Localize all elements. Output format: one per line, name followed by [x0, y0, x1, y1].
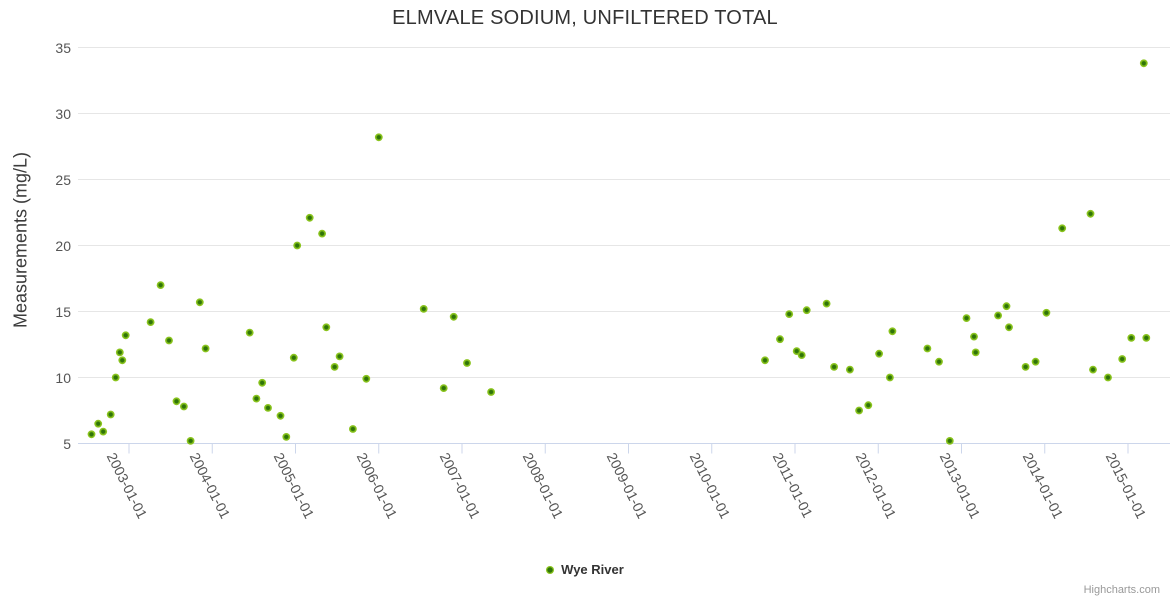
highcharts-credits-link[interactable]: Highcharts.com: [1083, 584, 1160, 596]
y-axis-tick-label: 25: [55, 171, 71, 188]
data-point[interactable]: [322, 323, 331, 332]
y-axis-tick-label: 15: [55, 303, 71, 320]
data-point[interactable]: [1002, 302, 1011, 311]
data-point[interactable]: [258, 378, 267, 387]
scatter-points: [87, 59, 1151, 445]
data-point[interactable]: [970, 332, 978, 341]
chart-title: ELMVALE SODIUM, UNFILTERED TOTAL: [392, 7, 778, 29]
data-point[interactable]: [264, 404, 272, 412]
data-point[interactable]: [111, 373, 120, 382]
data-point[interactable]: [1021, 363, 1030, 371]
data-point[interactable]: [156, 281, 165, 289]
data-point[interactable]: [864, 401, 873, 410]
data-point[interactable]: [335, 352, 344, 361]
data-point[interactable]: [245, 328, 254, 337]
legend-marker-icon: [546, 565, 555, 574]
data-point[interactable]: [802, 306, 811, 315]
data-point[interactable]: [463, 359, 471, 367]
data-point[interactable]: [875, 349, 883, 358]
data-point[interactable]: [888, 327, 897, 336]
legend-item-label: Wye River: [561, 562, 624, 577]
data-point[interactable]: [252, 394, 261, 403]
data-point[interactable]: [1086, 209, 1095, 218]
data-point[interactable]: [761, 356, 769, 365]
data-point[interactable]: [439, 384, 448, 392]
data-point[interactable]: [1127, 334, 1136, 342]
data-point[interactable]: [118, 356, 127, 365]
data-point[interactable]: [318, 229, 326, 238]
y-axis-tick-label: 35: [55, 39, 71, 56]
data-point[interactable]: [1058, 224, 1067, 233]
data-point[interactable]: [945, 437, 954, 445]
data-point[interactable]: [172, 397, 181, 406]
legend-item-wye-river[interactable]: Wye River: [546, 562, 624, 577]
data-point[interactable]: [87, 430, 96, 439]
data-point[interactable]: [776, 335, 784, 344]
data-point[interactable]: [822, 299, 831, 308]
data-point[interactable]: [830, 363, 838, 371]
data-point[interactable]: [994, 311, 1002, 320]
y-axis-tick-label: 10: [55, 369, 71, 386]
data-point[interactable]: [1042, 308, 1051, 317]
data-point[interactable]: [449, 312, 458, 321]
data-point[interactable]: [362, 374, 371, 383]
data-point[interactable]: [195, 298, 204, 307]
x-axis-line: [78, 443, 1170, 454]
data-point[interactable]: [797, 351, 806, 359]
data-point[interactable]: [1005, 323, 1013, 332]
data-point[interactable]: [146, 318, 155, 326]
data-point[interactable]: [1142, 334, 1151, 342]
data-point[interactable]: [165, 336, 173, 345]
data-point[interactable]: [487, 388, 495, 396]
data-point[interactable]: [99, 427, 108, 436]
data-point[interactable]: [886, 373, 894, 382]
data-point[interactable]: [971, 348, 980, 357]
data-point[interactable]: [962, 314, 971, 322]
data-point[interactable]: [276, 411, 285, 420]
data-point[interactable]: [115, 348, 124, 357]
data-point[interactable]: [106, 410, 115, 419]
data-point[interactable]: [330, 363, 339, 371]
data-point[interactable]: [180, 402, 188, 411]
legend: Wye River: [0, 562, 1170, 577]
data-point[interactable]: [1118, 355, 1127, 363]
data-point[interactable]: [935, 357, 943, 366]
data-point[interactable]: [846, 365, 854, 374]
data-point[interactable]: [305, 213, 314, 222]
data-point[interactable]: [1031, 357, 1040, 366]
grid-lines: [78, 47, 1170, 444]
data-point[interactable]: [349, 425, 357, 433]
data-point[interactable]: [121, 331, 130, 340]
data-point[interactable]: [94, 419, 103, 428]
y-axis-tick-label: 30: [55, 105, 71, 122]
data-point[interactable]: [289, 353, 298, 362]
data-point[interactable]: [855, 406, 863, 415]
data-point[interactable]: [785, 310, 794, 318]
y-axis-tick-label: 5: [63, 435, 71, 452]
data-point[interactable]: [1104, 373, 1112, 382]
y-axis-tick-label: 20: [55, 237, 71, 254]
data-point[interactable]: [1089, 365, 1097, 374]
data-point[interactable]: [1139, 59, 1148, 68]
data-point[interactable]: [374, 133, 383, 142]
data-point[interactable]: [186, 437, 195, 445]
data-point[interactable]: [293, 241, 302, 250]
data-point[interactable]: [923, 344, 932, 353]
data-point[interactable]: [201, 344, 210, 353]
data-point[interactable]: [419, 305, 428, 313]
data-point[interactable]: [282, 433, 291, 441]
